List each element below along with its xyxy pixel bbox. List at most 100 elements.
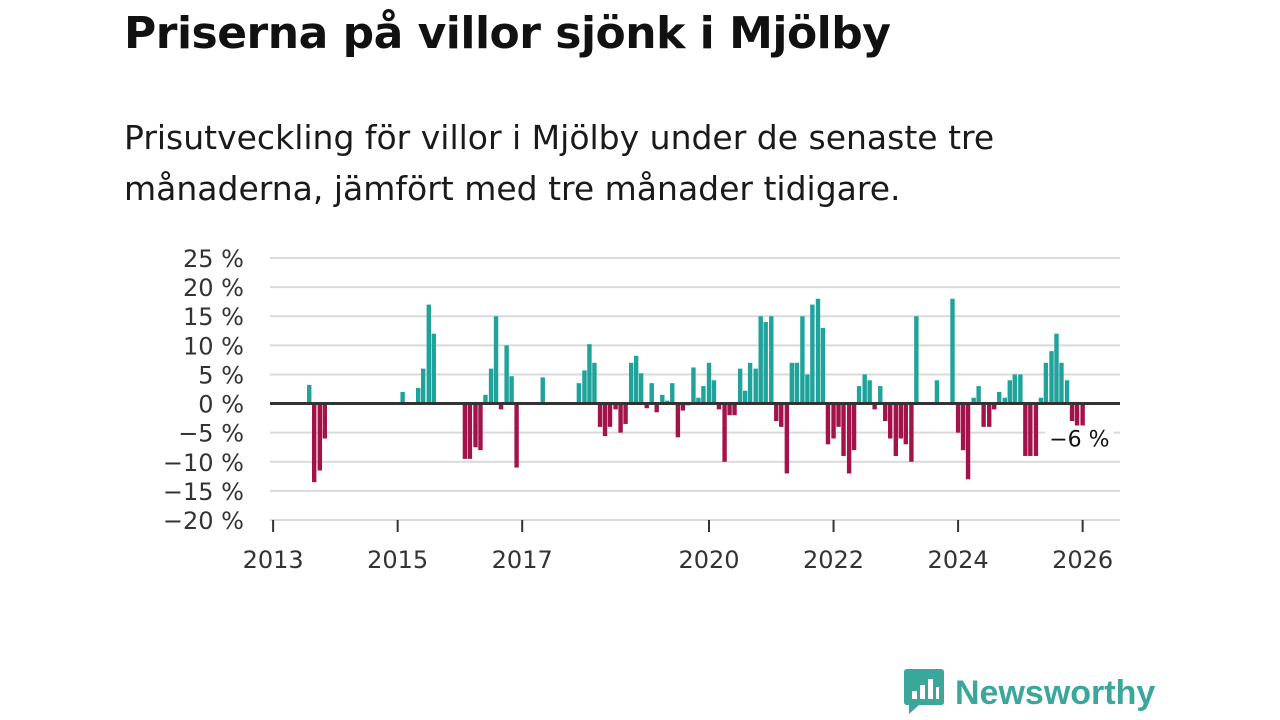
bar	[950, 298, 955, 404]
bar	[540, 377, 545, 404]
bar	[1064, 380, 1070, 404]
bar	[420, 368, 426, 404]
bar	[680, 403, 686, 411]
x-tick-label: 2026	[1052, 546, 1113, 574]
bar	[618, 403, 623, 433]
bar	[706, 362, 712, 404]
y-tick-label: 15 %	[183, 303, 244, 331]
x-tick-label: 2024	[928, 546, 989, 574]
bar	[1069, 403, 1075, 422]
bar	[696, 397, 701, 404]
bar	[888, 403, 893, 439]
x-tick-label: 2013	[243, 546, 304, 574]
last-value-annotation: −6 %	[1049, 427, 1109, 452]
bar	[737, 368, 743, 404]
y-tick-label: 0 %	[198, 391, 244, 419]
bar	[851, 403, 857, 451]
bar	[467, 403, 473, 459]
x-axis-ticks: 2013 2015 2017 2020 2022 2024 2026	[243, 520, 1113, 574]
bar	[774, 403, 779, 422]
bar	[769, 316, 774, 404]
y-tick-label: −15 %	[163, 478, 244, 506]
bar	[831, 403, 836, 439]
y-axis-ticks: 25 %20 %15 %10 %5 %0 %−5 %−10 %−15 %−20 …	[163, 245, 244, 535]
bar	[976, 386, 981, 404]
bar	[613, 403, 618, 410]
bar	[742, 390, 748, 404]
bar	[836, 403, 841, 427]
bar	[784, 403, 790, 474]
bar	[317, 403, 323, 471]
bar	[607, 403, 613, 427]
bar	[1028, 403, 1033, 456]
newsworthy-logo-icon	[903, 667, 945, 719]
bar	[987, 403, 992, 427]
bar	[312, 403, 317, 483]
bar	[981, 403, 986, 427]
bar	[426, 304, 431, 404]
bar	[431, 333, 436, 404]
bar	[815, 298, 821, 404]
bar	[416, 387, 421, 404]
bar	[862, 374, 867, 404]
y-tick-label: 5 %	[198, 361, 244, 389]
bar	[587, 344, 592, 404]
bar-chart: 25 %20 %15 %10 %5 %0 %−5 %−10 %−15 %−20 …	[163, 245, 1120, 574]
bar	[996, 391, 1002, 404]
x-tick-label: 2022	[803, 546, 864, 574]
y-tick-label: 20 %	[183, 274, 244, 302]
bar	[602, 403, 608, 437]
bar	[649, 383, 654, 404]
bar	[1054, 333, 1059, 404]
bar	[1007, 380, 1012, 404]
bar	[711, 380, 717, 404]
y-tick-label: −20 %	[163, 507, 244, 535]
bar	[903, 403, 908, 445]
bar	[498, 403, 504, 410]
bar	[670, 383, 675, 404]
bar	[965, 403, 971, 480]
newsworthy-brand[interactable]: Newsworthy	[903, 667, 1155, 719]
bar	[800, 316, 805, 404]
bar	[478, 403, 483, 451]
bar	[727, 403, 732, 416]
bars	[307, 298, 1085, 483]
bar	[914, 316, 919, 404]
bar	[660, 394, 665, 404]
bar	[307, 384, 312, 404]
y-tick-label: 25 %	[183, 245, 244, 273]
bar	[592, 362, 597, 404]
bar	[633, 355, 639, 404]
bar	[628, 362, 634, 404]
bar	[955, 403, 961, 433]
bar	[691, 367, 696, 404]
bar	[971, 397, 976, 404]
y-tick-label: −10 %	[163, 449, 244, 477]
bar	[856, 386, 862, 404]
bar	[810, 304, 815, 404]
bar	[825, 403, 831, 445]
bar	[654, 403, 659, 413]
y-tick-label: −5 %	[178, 420, 244, 448]
bar	[400, 391, 405, 404]
bar	[841, 403, 846, 456]
y-tick-label: 10 %	[183, 332, 244, 360]
bar	[909, 403, 914, 462]
x-tick-label: 2015	[367, 546, 428, 574]
bar	[1038, 397, 1044, 404]
bar	[473, 403, 478, 448]
bar	[493, 316, 499, 404]
bar	[789, 362, 795, 404]
bar	[638, 373, 644, 404]
bar	[488, 368, 494, 404]
x-tick-label: 2020	[678, 546, 739, 574]
bar	[1023, 403, 1028, 456]
bar	[675, 403, 681, 438]
bar	[1080, 403, 1085, 439]
bar	[805, 374, 810, 404]
bar	[960, 403, 966, 451]
bar	[753, 368, 758, 404]
bar	[779, 403, 784, 427]
bar	[1002, 397, 1007, 404]
bar	[1074, 403, 1080, 439]
